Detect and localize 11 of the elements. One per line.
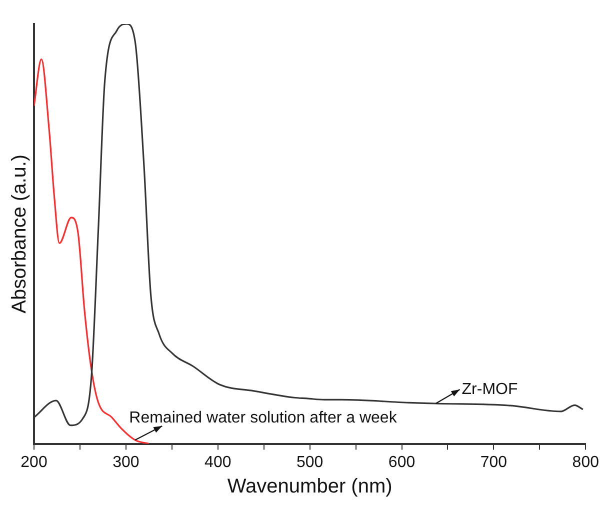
x-tick-label: 700 — [480, 454, 508, 471]
x-tick-label: 200 — [20, 454, 48, 471]
annotation: Remained water solution after a week — [129, 409, 398, 426]
x-tick-label: 500 — [296, 454, 324, 471]
x-tick-label: 400 — [204, 454, 232, 471]
x-tick-label: 600 — [388, 454, 416, 471]
x-axis-title: Wavenumber (nm) — [227, 476, 392, 498]
annotation: Zr-MOF — [462, 380, 518, 398]
x-tick-label: 300 — [112, 454, 140, 471]
y-axis-title: Absorbance (a.u.) — [8, 154, 31, 314]
x-tick-label: 800 — [572, 454, 600, 471]
